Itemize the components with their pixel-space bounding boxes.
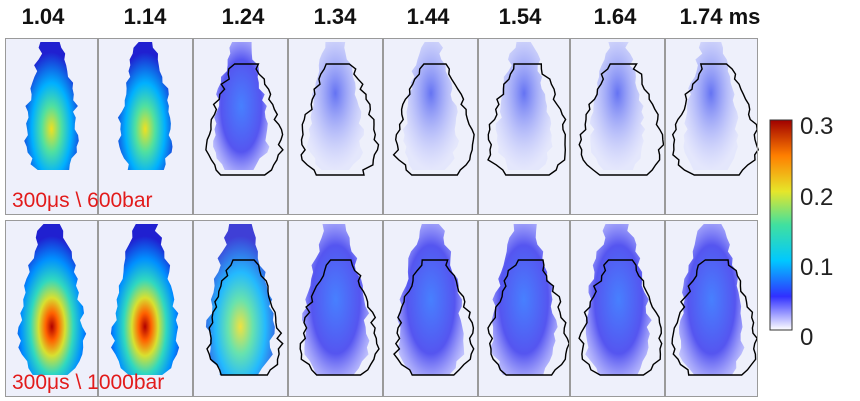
panel-border — [193, 38, 288, 215]
flame-outline — [671, 259, 759, 376]
spray-plume — [213, 42, 270, 170]
spray-plume — [683, 42, 739, 170]
flame-outline — [487, 63, 567, 176]
flame-outline — [671, 63, 759, 176]
spray-plume — [589, 42, 646, 170]
flame-outline — [393, 259, 475, 376]
spray-plume — [110, 224, 180, 375]
flame-outlines — [205, 63, 759, 376]
spray-plume — [205, 224, 275, 375]
panel-border — [665, 38, 758, 215]
colorbar-tick-01: 0.1 — [800, 254, 834, 281]
flame-outline — [206, 259, 284, 376]
time-label-1: 1.04 — [21, 4, 65, 29]
panel-border — [98, 38, 193, 215]
spray-plume — [117, 42, 173, 170]
panel-borders — [5, 38, 758, 397]
time-label-8: 1.74 ms — [679, 4, 761, 29]
panel-border — [5, 38, 98, 215]
spray-plume — [585, 224, 652, 375]
colorbar — [769, 119, 793, 331]
colorbar-tick-02: 0.2 — [800, 184, 834, 211]
panel-border — [570, 38, 665, 215]
time-label-4: 1.34 — [313, 4, 357, 29]
spray-plume — [402, 42, 459, 170]
panel-border — [5, 220, 98, 397]
panel-border — [570, 220, 665, 397]
panel-border — [478, 220, 570, 397]
time-label-2: 1.14 — [123, 4, 167, 29]
row-label-1000bar: 300μs \ 1000bar — [12, 371, 165, 394]
spray-plume — [24, 42, 79, 170]
panel-border — [478, 38, 570, 215]
time-label-3: 1.24 — [221, 4, 265, 29]
panel-border — [383, 220, 478, 397]
flame-outline — [392, 63, 475, 176]
flame-outline — [578, 259, 663, 376]
spray-plumes — [17, 42, 745, 375]
colorbar-tick-0: 0 — [800, 324, 814, 351]
flame-outline — [487, 259, 570, 376]
panel-border — [665, 220, 758, 397]
time-label-5: 1.44 — [406, 4, 450, 29]
time-label-6: 1.54 — [498, 4, 542, 29]
spray-plume — [17, 224, 87, 375]
spray-plume — [490, 224, 558, 375]
panel-border — [288, 38, 383, 215]
panel-border — [383, 38, 478, 215]
panel-border — [193, 220, 288, 397]
colorbar-tick-03: 0.3 — [800, 113, 834, 140]
spray-plume — [302, 224, 370, 375]
panel-border — [288, 220, 383, 397]
flame-outline — [578, 63, 665, 176]
time-label-7: 1.64 — [593, 4, 637, 29]
flame-outline — [299, 259, 380, 376]
flame-outline — [205, 63, 284, 176]
flame-outline — [300, 63, 380, 176]
row-label-600bar: 300μs \ 600bar — [12, 189, 153, 212]
panel-border — [98, 220, 193, 397]
